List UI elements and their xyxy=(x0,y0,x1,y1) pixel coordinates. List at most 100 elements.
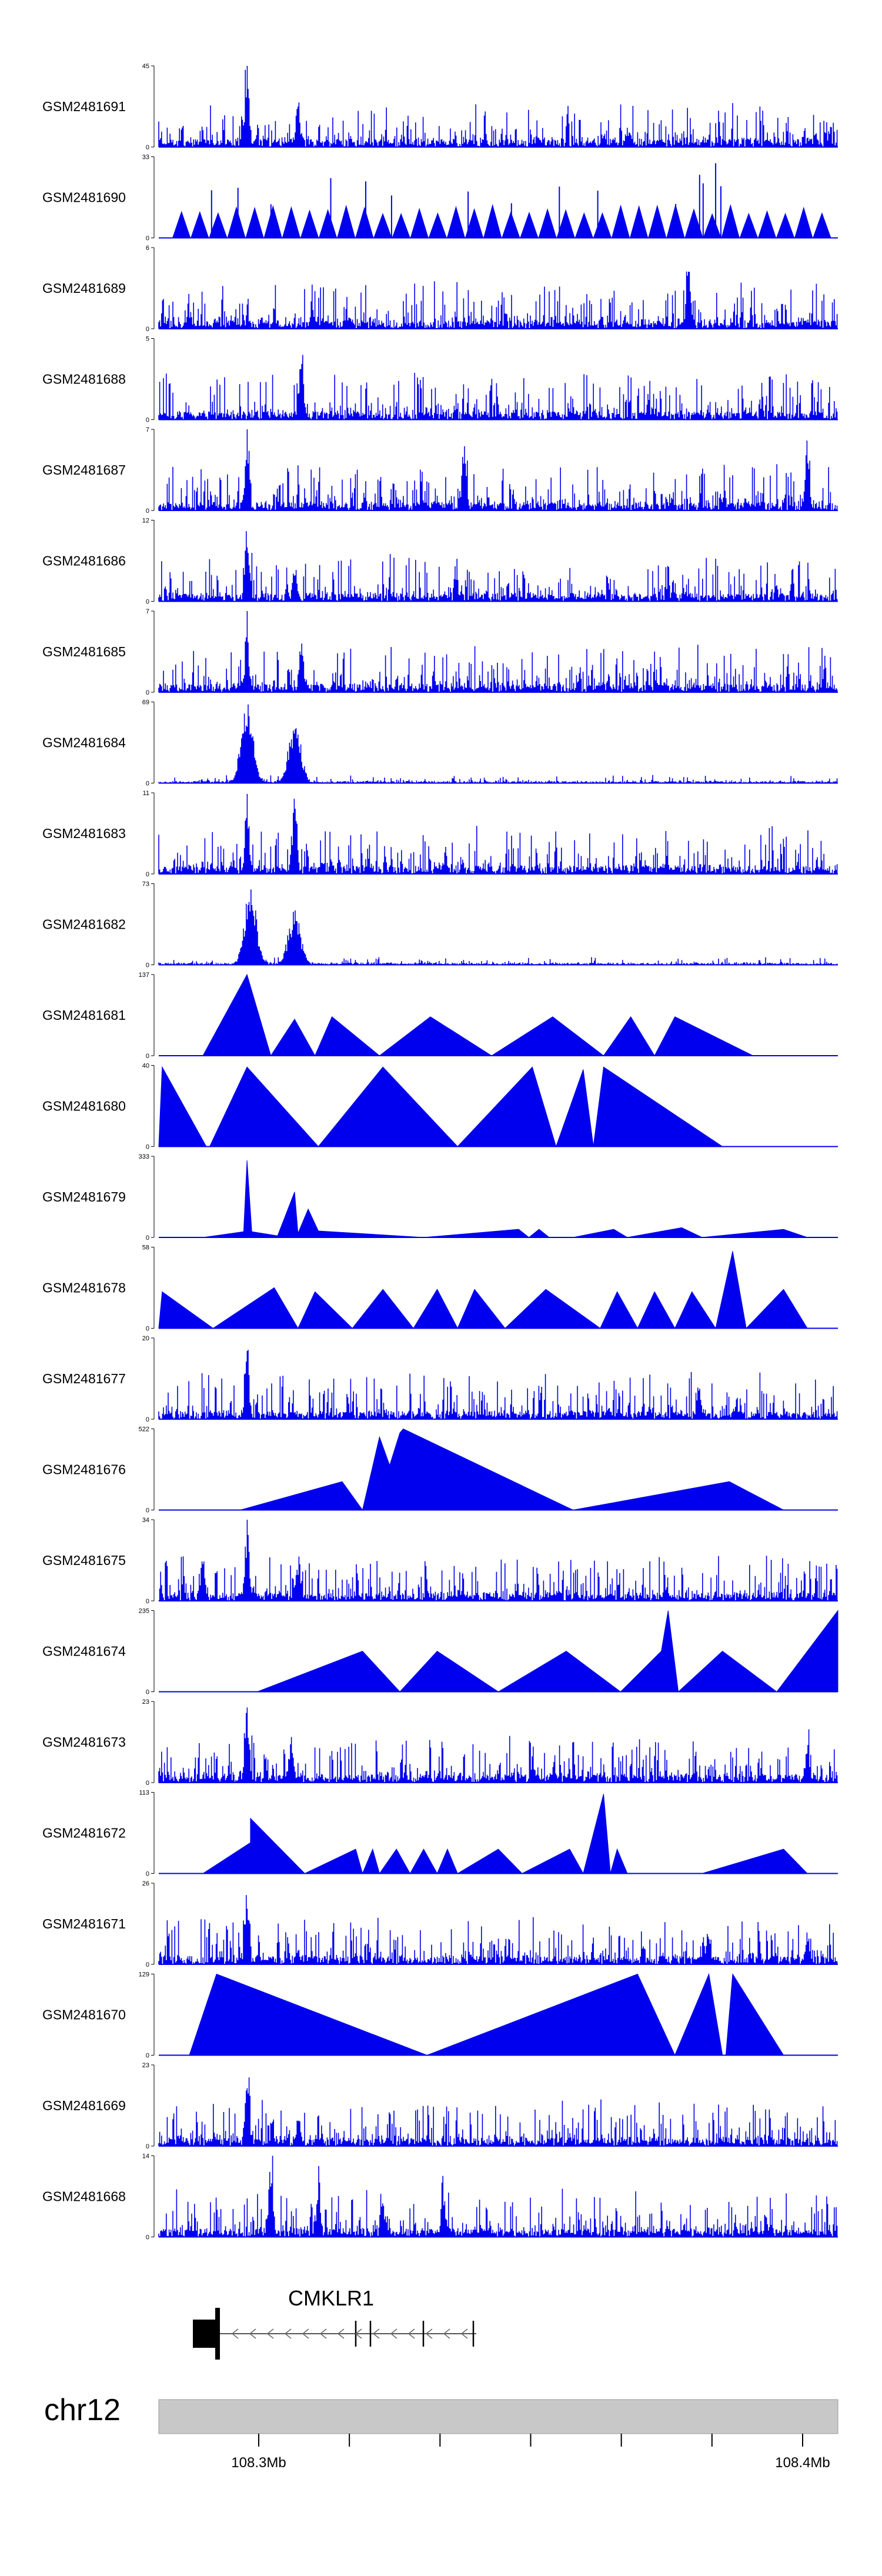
y-axis-max-label: 7 xyxy=(146,608,149,615)
gene-strand-arrow xyxy=(284,2328,292,2339)
y-axis-max-label: 23 xyxy=(142,2062,149,2069)
y-axis-min-label: 0 xyxy=(146,326,149,333)
chromosome-label: chr12 xyxy=(44,2393,121,2427)
track-GSM2481680: GSM2481680 40 0 xyxy=(42,1063,838,1151)
y-axis-max-label: 33 xyxy=(142,154,149,161)
signal-bars xyxy=(158,66,838,147)
y-axis-min-label: 0 xyxy=(146,1326,149,1333)
gene-strand-arrow xyxy=(443,2328,450,2339)
track-GSM2481687: GSM2481687 7 0 xyxy=(42,426,838,515)
y-axis-min-label: 0 xyxy=(146,1416,149,1423)
signal-bars xyxy=(158,355,838,420)
signal-area xyxy=(203,1160,808,1238)
signal-area xyxy=(158,1251,808,1329)
signal-area xyxy=(240,1428,784,1511)
signal-area xyxy=(202,1794,808,1875)
track-GSM2481690: GSM2481690 33 0 xyxy=(42,154,838,242)
y-axis-min-label: 0 xyxy=(146,144,149,151)
y-axis-max-label: 14 xyxy=(142,2153,149,2160)
signal-area xyxy=(189,1973,784,2056)
track-label: GSM2481684 xyxy=(42,735,126,750)
y-axis-max-label: 40 xyxy=(142,1063,149,1070)
axis-ticks: 108.3Mb 108.4Mb xyxy=(231,2434,830,2471)
y-axis-min-label: 0 xyxy=(146,689,149,696)
y-axis-max-label: 137 xyxy=(139,972,149,979)
y-axis-max-label: 6 xyxy=(146,245,149,252)
track-GSM2481683: GSM2481683 11 0 xyxy=(42,790,838,878)
gene-strand-arrow xyxy=(390,2328,397,2339)
signal-bars xyxy=(158,1895,838,1964)
track-label: GSM2481672 xyxy=(42,1826,126,1841)
signal-tracks: GSM2481691450GSM2481690330GSM248168960GS… xyxy=(42,63,838,2241)
track-label: GSM2481680 xyxy=(42,1099,126,1114)
gene-strand-arrow xyxy=(425,2328,433,2339)
track-GSM2481691: GSM2481691 45 0 xyxy=(42,63,838,151)
y-axis-max-label: 522 xyxy=(139,1426,149,1433)
gene-strand-arrow xyxy=(231,2328,239,2339)
gene-strand-arrow xyxy=(249,2328,256,2339)
gene-strand-arrow xyxy=(337,2328,345,2339)
track-GSM2481673: GSM2481673 23 0 xyxy=(42,1699,838,1787)
track-label: GSM2481678 xyxy=(42,1280,126,1296)
y-axis-max-label: 113 xyxy=(139,1790,149,1797)
y-axis-min-label: 0 xyxy=(146,1871,149,1878)
track-label: GSM2481682 xyxy=(42,917,126,932)
y-axis-max-label: 11 xyxy=(143,790,149,797)
signal-bars xyxy=(158,429,838,510)
y-axis-min-label: 0 xyxy=(146,1507,149,1514)
y-axis-max-label: 20 xyxy=(142,1335,149,1342)
signal-bars xyxy=(158,2077,838,2146)
track-label: GSM2481685 xyxy=(42,644,126,659)
track-label: GSM2481674 xyxy=(42,1644,126,1659)
y-axis-max-label: 26 xyxy=(142,1880,149,1887)
signal-bars xyxy=(158,793,838,874)
track-label: GSM2481679 xyxy=(42,1189,126,1204)
gene-annotation-track: CMKLR1 xyxy=(193,2286,476,2360)
y-axis-min-label: 0 xyxy=(146,1144,149,1151)
track-GSM2481689: GSM2481689 6 0 xyxy=(42,245,838,333)
y-axis-max-label: 333 xyxy=(139,1153,149,1160)
gene-strand-arrow xyxy=(355,2328,362,2339)
track-GSM2481671: GSM2481671 26 0 xyxy=(42,1880,838,1968)
signal-area xyxy=(257,1610,838,1693)
track-GSM2481678: GSM2481678 58 0 xyxy=(42,1244,838,1333)
y-axis-min-label: 0 xyxy=(146,2234,149,2241)
track-GSM2481685: GSM2481685 7 0 xyxy=(42,608,838,696)
signal-bars xyxy=(158,889,838,965)
y-axis-min-label: 0 xyxy=(146,1780,149,1787)
y-axis-max-label: 23 xyxy=(142,1699,149,1706)
track-label: GSM2481671 xyxy=(42,1916,126,1931)
y-axis-min-label: 0 xyxy=(146,780,149,788)
signal-spikes xyxy=(211,163,721,238)
track-label: GSM2481676 xyxy=(42,1462,126,1477)
y-axis-min-label: 0 xyxy=(146,1234,149,1242)
y-axis-min-label: 0 xyxy=(146,1689,149,1696)
track-label: GSM2481670 xyxy=(42,2007,126,2023)
gene-strand-arrow xyxy=(460,2328,468,2339)
y-axis-max-label: 34 xyxy=(142,1517,149,1524)
gene-strand-arrow xyxy=(407,2328,415,2339)
track-label: GSM2481673 xyxy=(42,1734,126,1750)
y-axis-max-label: 58 xyxy=(142,1244,149,1252)
signal-bars xyxy=(158,2155,838,2237)
gene-strand-arrow xyxy=(302,2328,309,2339)
y-axis-min-label: 0 xyxy=(146,1598,149,1605)
signal-bars xyxy=(158,611,838,692)
track-GSM2481681: GSM2481681 137 0 xyxy=(42,972,838,1060)
track-label: GSM2481690 xyxy=(42,190,126,205)
y-axis-max-label: 7 xyxy=(146,426,149,433)
gene-utr-block xyxy=(193,2320,215,2348)
y-axis-max-label: 5 xyxy=(146,336,149,343)
chromosome-ideogram xyxy=(158,2399,838,2434)
y-axis-max-label: 235 xyxy=(139,1608,149,1615)
y-axis-min-label: 0 xyxy=(146,599,149,606)
track-GSM2481677: GSM2481677 20 0 xyxy=(42,1335,838,1423)
track-GSM2481670: GSM2481670 129 0 xyxy=(42,1971,838,2060)
track-label: GSM2481668 xyxy=(42,2189,126,2204)
track-GSM2481684: GSM2481684 69 0 xyxy=(42,699,838,788)
track-label: GSM2481683 xyxy=(42,826,126,841)
track-label: GSM2481688 xyxy=(42,372,126,387)
track-GSM2481672: GSM2481672 113 0 xyxy=(42,1790,838,1878)
axis-tick-label: 108.4Mb xyxy=(775,2455,830,2471)
